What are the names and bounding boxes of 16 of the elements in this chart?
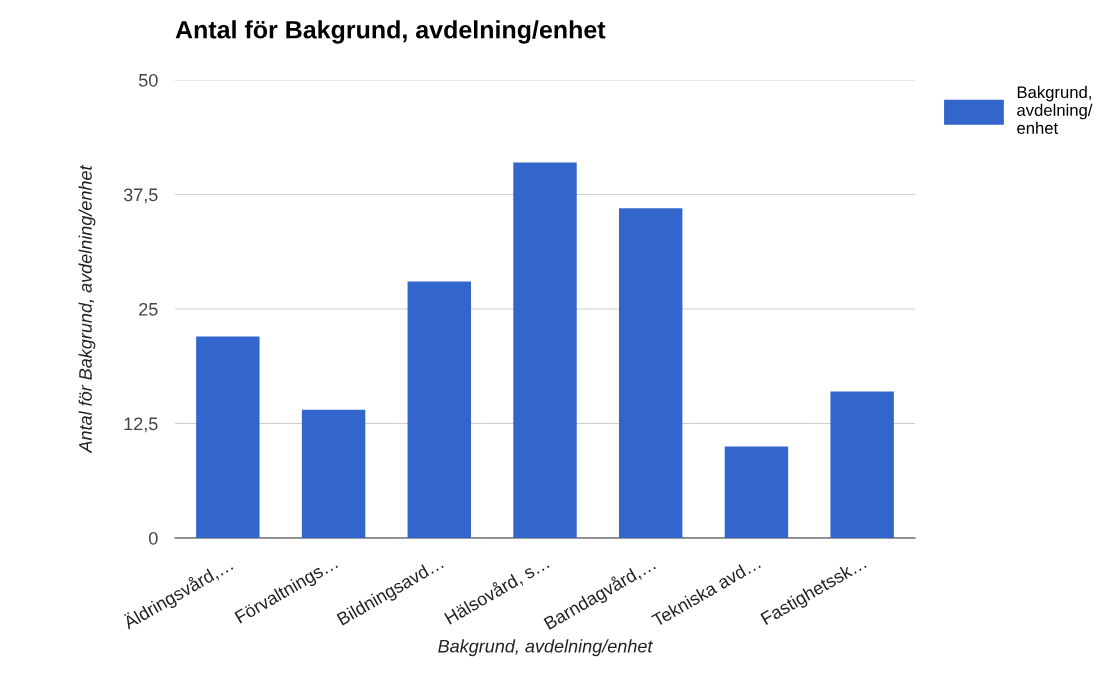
bar [724, 446, 789, 538]
bar [196, 336, 260, 538]
y-tick-label: 50 [138, 73, 158, 87]
bar [301, 409, 366, 538]
y-tick-label: 12,5 [124, 417, 158, 433]
bar [407, 281, 471, 538]
bar [513, 162, 577, 538]
bar [830, 391, 894, 538]
chart-title: Antal för Bakgrund, avdelning/enhet [175, 20, 606, 44]
legend-label: Bakgrund, avdelning/enhet [1017, 85, 1093, 134]
y-tick-label: 25 [139, 302, 158, 316]
y-axis-title: Antal för Bakgrund, avdelning/enhet [78, 164, 96, 454]
y-tick-label: 37,5 [123, 188, 158, 204]
x-axis-title: Bakgrund, avdelning/enhet [438, 639, 654, 657]
bar [619, 208, 683, 538]
y-tick-label: 0 [149, 531, 158, 545]
